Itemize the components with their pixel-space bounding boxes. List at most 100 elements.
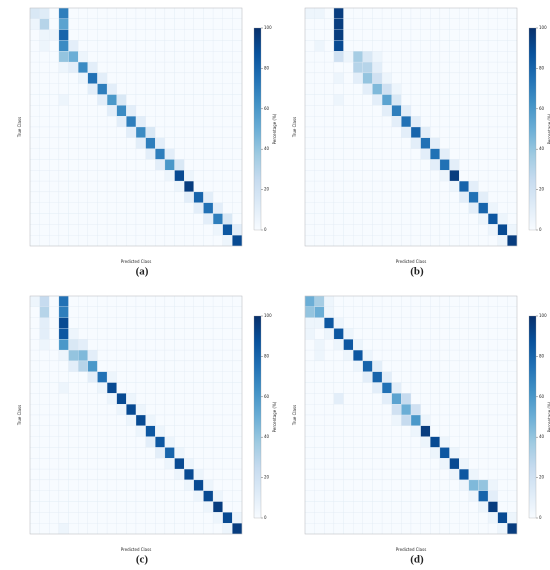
x-axis-label: Predicted Class (121, 259, 152, 264)
heatmap-cell (222, 40, 233, 52)
heatmap-cell (478, 295, 489, 307)
heatmap-cell (116, 72, 127, 84)
heatmap-cell (314, 83, 325, 95)
heatmap-cell (478, 501, 489, 513)
heatmap-cell (203, 83, 214, 95)
heatmap-cell (126, 458, 137, 470)
heatmap-cell (439, 360, 450, 372)
heatmap-cell (155, 235, 166, 247)
heatmap-cell (478, 468, 489, 481)
heatmap-cell (401, 235, 412, 247)
heatmap-cell (353, 468, 363, 481)
heatmap-cell (362, 61, 373, 74)
heatmap-cell (39, 40, 50, 52)
heatmap-cell (304, 235, 315, 247)
heatmap-cell (459, 94, 469, 106)
heatmap-cell (478, 94, 489, 106)
heatmap-cell (449, 29, 460, 41)
heatmap-cell (343, 83, 354, 95)
heatmap-cell (232, 393, 243, 405)
heatmap-cell (391, 339, 402, 351)
heatmap-cell (222, 436, 233, 448)
heatmap-cell (487, 235, 498, 247)
heatmap-cell (193, 479, 204, 491)
heatmap-cell (164, 72, 175, 84)
heatmap-cell (39, 61, 50, 74)
heatmap-cell (324, 339, 335, 351)
heatmap-cell (487, 18, 498, 30)
heatmap-cell (372, 72, 383, 84)
heatmap-cell (420, 360, 431, 372)
heatmap-cell (353, 159, 363, 171)
heatmap-cell (353, 126, 363, 138)
heatmap-cell (116, 447, 127, 459)
heatmap-cell (58, 328, 69, 340)
heatmap-cell (222, 83, 233, 95)
heatmap-cell (222, 523, 233, 535)
heatmap-cell (507, 213, 518, 225)
heatmap-cell (314, 202, 325, 214)
colorbar-tick-label: 40 (539, 146, 545, 151)
heatmap-cell (468, 382, 479, 394)
heatmap-cell (362, 7, 373, 19)
heatmap-cell (333, 317, 344, 329)
heatmap-cell (314, 447, 325, 459)
heatmap-cell (497, 501, 508, 513)
heatmap-cell (174, 83, 185, 95)
heatmap-cell (106, 371, 117, 383)
heatmap-cell (164, 490, 175, 502)
heatmap-cell (212, 349, 223, 362)
heatmap-cell (78, 479, 88, 491)
heatmap-cell (410, 29, 421, 41)
heatmap-cell (174, 360, 185, 372)
heatmap-cell (420, 61, 431, 74)
heatmap-cell (78, 339, 88, 351)
heatmap-cell (353, 29, 363, 41)
panel-caption: (d) (410, 554, 424, 566)
heatmap-cell (487, 404, 498, 416)
heatmap-cell (353, 458, 363, 470)
heatmap-cell (372, 501, 383, 513)
heatmap-cell (333, 148, 344, 160)
heatmap-cell (478, 371, 489, 383)
heatmap-cell (184, 72, 194, 84)
heatmap-cell (401, 94, 412, 106)
heatmap-cell (391, 479, 402, 491)
heatmap-cell (304, 360, 315, 372)
heatmap-cell (487, 425, 498, 437)
heatmap-cell (106, 317, 117, 329)
heatmap-cell (145, 393, 156, 405)
heatmap-cell (212, 72, 223, 84)
heatmap-cell (184, 490, 194, 502)
heatmap-cell (126, 51, 137, 63)
heatmap-cell (212, 339, 223, 351)
heatmap-cell (381, 61, 392, 74)
heatmap-cell (29, 447, 40, 459)
heatmap-cell (333, 349, 344, 362)
heatmap-cell (478, 18, 489, 30)
heatmap-cell (420, 295, 431, 307)
heatmap-cell (68, 94, 79, 106)
heatmap-cell (459, 51, 469, 63)
heatmap-cell (29, 414, 40, 426)
heatmap-cell (145, 295, 156, 307)
heatmap-cell (174, 191, 185, 203)
heatmap-cell (381, 180, 392, 193)
heatmap-cell (401, 328, 412, 340)
heatmap-cell (49, 295, 60, 307)
heatmap-cell (193, 414, 204, 426)
heatmap-cell (145, 436, 156, 448)
heatmap-cell (324, 371, 335, 383)
heatmap-cell (487, 40, 498, 52)
heatmap-cell (324, 468, 335, 481)
heatmap-cell (439, 202, 450, 214)
heatmap-cell (126, 371, 137, 383)
heatmap-cell (29, 490, 40, 502)
heatmap-cell (58, 436, 69, 448)
heatmap-cell (362, 191, 373, 203)
heatmap-cell (97, 512, 108, 524)
heatmap-cell (106, 436, 117, 448)
heatmap-cell (430, 295, 441, 307)
heatmap-cell (58, 349, 69, 362)
heatmap-cell (116, 235, 127, 247)
